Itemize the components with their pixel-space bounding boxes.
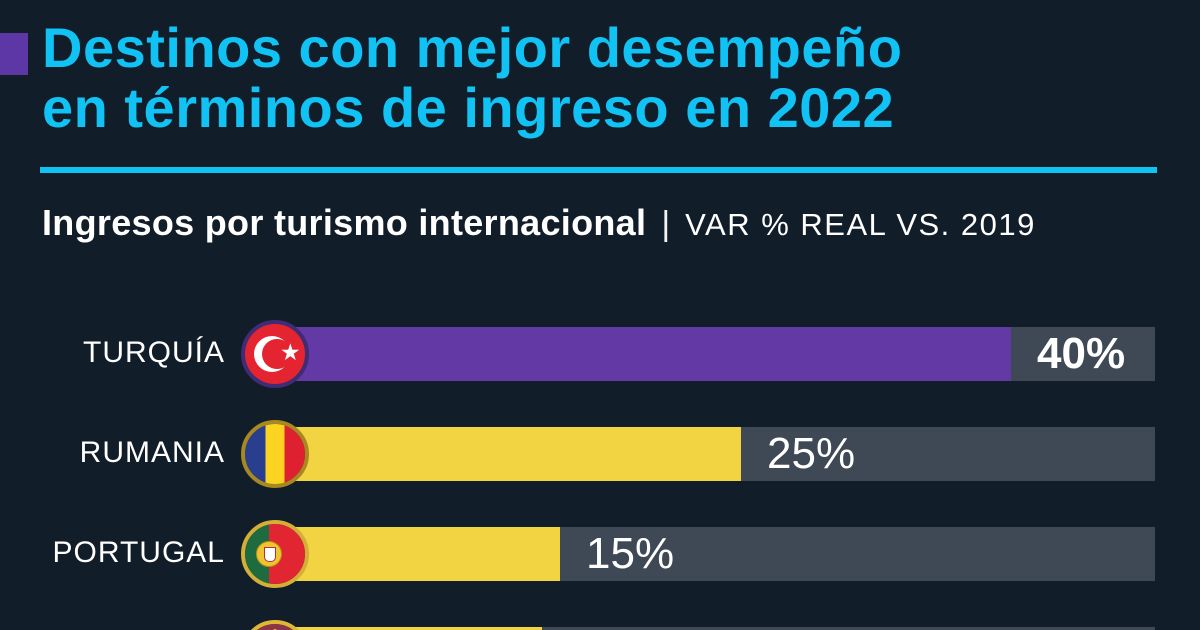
bar-track: 15% bbox=[290, 527, 1155, 581]
bar-fill bbox=[290, 427, 741, 481]
country-label: RUMANIA bbox=[79, 436, 225, 469]
subtitle-divider: | bbox=[661, 205, 671, 243]
chart-subtitle: Ingresos por turismo internacional | VAR… bbox=[42, 202, 1036, 244]
bar-track: 25% bbox=[290, 427, 1155, 481]
title-underline bbox=[40, 167, 1157, 173]
portugal-flag-icon bbox=[241, 520, 309, 588]
accent-square bbox=[0, 33, 28, 75]
subtitle-qualifier: VAR % REAL VS. 2019 bbox=[685, 207, 1036, 242]
partial-flag-icon bbox=[241, 620, 309, 630]
country-label: PORTUGAL bbox=[52, 536, 225, 569]
chart-row: RUMANIA 25% bbox=[0, 404, 1200, 504]
page-title: Destinos con mejor desempeño en términos… bbox=[42, 18, 1142, 138]
subtitle-main: Ingresos por turismo internacional bbox=[42, 202, 647, 243]
romania-flag-icon bbox=[241, 420, 309, 488]
turkey-flag-icon: ★ bbox=[241, 320, 309, 388]
bar-value-label: 15% bbox=[586, 529, 675, 578]
bar-value-label: 25% bbox=[767, 429, 856, 478]
bar-track bbox=[290, 627, 1155, 630]
page-title-line1: Destinos con mejor desempeño bbox=[42, 16, 903, 79]
country-label: TURQUÍA bbox=[83, 336, 225, 369]
bar-value-label: 40% bbox=[1037, 329, 1126, 378]
chart-row bbox=[0, 604, 1200, 630]
bar-fill bbox=[290, 527, 560, 581]
bar-fill bbox=[290, 327, 1011, 381]
bar-track: 40% bbox=[290, 327, 1155, 381]
chart-row: PORTUGAL 15% bbox=[0, 504, 1200, 604]
bar-fill bbox=[290, 627, 542, 630]
page-title-line2: en términos de ingreso en 2022 bbox=[42, 76, 895, 139]
chart-row: TURQUÍA ★ 40% bbox=[0, 304, 1200, 404]
